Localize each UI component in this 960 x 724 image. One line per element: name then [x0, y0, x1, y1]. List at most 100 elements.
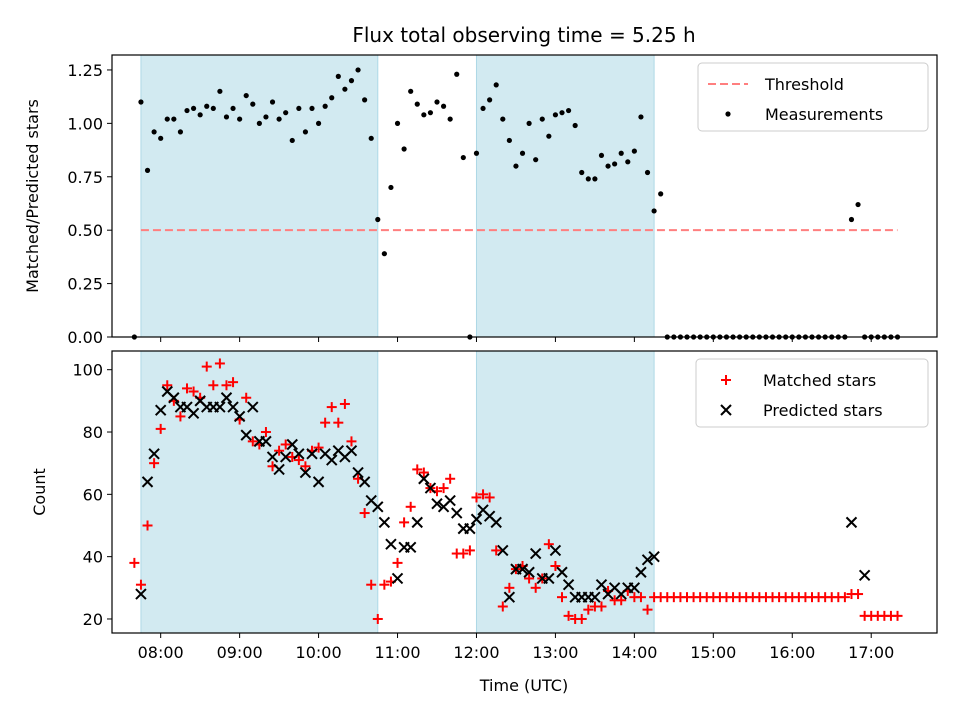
measurement-point: [434, 99, 440, 105]
predicted-mark-b: [168, 392, 180, 404]
measurement-point: [289, 137, 295, 144]
predicted-mark-b: [135, 588, 147, 600]
predicted-star-point: [418, 473, 430, 485]
measurement-point: [651, 208, 657, 214]
bottom-xtick-label: 16:00: [769, 643, 815, 662]
predicted-star-point: [543, 572, 555, 585]
measurement-point: [355, 67, 361, 73]
predicted-star-point: [135, 588, 147, 600]
matched-star-point: [366, 579, 377, 590]
predicted-star-point: [260, 435, 272, 448]
matched-star-point: [596, 601, 607, 612]
matched-star-point: [129, 557, 140, 568]
predicted-star-point: [648, 550, 660, 563]
matched-star-point: [524, 573, 535, 584]
predicted-mark-b: [181, 401, 193, 413]
measurement-point: [552, 112, 559, 118]
measurement-point: [414, 101, 420, 107]
predicted-mark-b: [549, 544, 562, 557]
matched-star-point: [293, 455, 304, 466]
predicted-mark-b: [470, 513, 483, 525]
measurement-point: [190, 105, 197, 112]
predicted-star-point: [273, 463, 285, 476]
matched-star-point: [142, 520, 153, 531]
predicted-star-point: [845, 516, 858, 529]
bottom-xtick-label: 14:00: [611, 643, 657, 662]
measurement-point: [250, 101, 256, 107]
measurement-point: [177, 129, 184, 135]
measurement-point: [855, 201, 861, 208]
bottom-y-axis-label: Count: [30, 468, 49, 516]
matched-star-point: [214, 358, 225, 369]
measurement-point: [848, 216, 855, 223]
legend-predicted-swatch: [720, 404, 732, 416]
predicted-star-point: [391, 572, 404, 585]
predicted-mark-b: [556, 566, 568, 578]
predicted-star-point: [148, 448, 160, 460]
measurement-point: [473, 150, 480, 156]
predicted-star-point: [168, 392, 180, 404]
matched-star-point: [563, 610, 574, 621]
predicted-star-point: [523, 566, 535, 578]
matched-star-point: [853, 589, 864, 600]
predicted-mark-b: [648, 550, 660, 563]
predicted-mark-b: [444, 494, 456, 507]
measurement-point: [171, 116, 177, 122]
matched-star-point: [241, 392, 252, 403]
matched-star-point: [346, 436, 357, 447]
bottom-xtick-label: 12:00: [453, 643, 499, 662]
bottom-ytick-label: 80: [83, 423, 103, 442]
measurement-point: [427, 110, 434, 116]
measurement-point: [144, 167, 151, 173]
measurement-point: [519, 150, 526, 156]
matched-star-point: [339, 398, 350, 409]
measurement-point: [348, 78, 355, 84]
predicted-mark-b: [477, 504, 489, 516]
predicted-star-point: [220, 392, 233, 404]
predicted-mark-b: [378, 516, 391, 529]
matched-star-point: [642, 604, 653, 615]
predicted-mark-b: [312, 476, 325, 488]
measurement-point: [487, 97, 493, 103]
measurement-point: [460, 154, 466, 161]
predicted-mark-b: [635, 566, 647, 578]
predicted-star-point: [516, 563, 529, 575]
top-legend: Threshold Measurements: [697, 62, 929, 132]
legend-entry-label: Measurements: [765, 105, 883, 124]
matched-star-point: [208, 380, 219, 391]
chart-title: Flux total observing time = 5.25 h: [352, 23, 695, 47]
measurement-point: [388, 184, 394, 191]
matched-star-point: [201, 361, 212, 372]
predicted-star-point: [589, 591, 601, 603]
predicted-star-point: [556, 566, 568, 578]
predicted-mark-b: [483, 510, 496, 522]
measurement-point: [335, 73, 341, 79]
matched-star-point: [333, 417, 344, 428]
predicted-mark-b: [293, 448, 305, 460]
bottom-legend: Matched stars Predicted stars: [695, 358, 929, 428]
predicted-star-point: [424, 482, 437, 494]
matched-star-point: [135, 579, 146, 590]
matched-star-point: [635, 592, 646, 603]
measurement-point: [539, 116, 545, 122]
legend-measurement-swatch: [725, 111, 731, 117]
predicted-mark-b: [227, 401, 239, 413]
predicted-mark-b: [214, 401, 226, 413]
matched-star-point: [182, 383, 192, 394]
predicted-star-point: [326, 454, 338, 466]
measurement-point: [618, 150, 624, 156]
matched-star-point: [221, 380, 232, 391]
measurement-point: [493, 82, 499, 88]
legend-entry-label: Matched stars: [763, 371, 876, 390]
predicted-mark-b: [451, 507, 463, 519]
predicted-mark-b: [858, 569, 871, 582]
predicted-mark-b: [141, 476, 154, 488]
predicted-mark-b: [326, 454, 338, 466]
predicted-star-point: [385, 538, 397, 550]
predicted-mark-b: [516, 563, 529, 575]
measurement-point: [658, 191, 664, 197]
measurement-point: [237, 116, 243, 122]
measurement-point: [605, 163, 611, 169]
predicted-star-point: [562, 578, 575, 591]
matched-star-point: [155, 423, 166, 434]
